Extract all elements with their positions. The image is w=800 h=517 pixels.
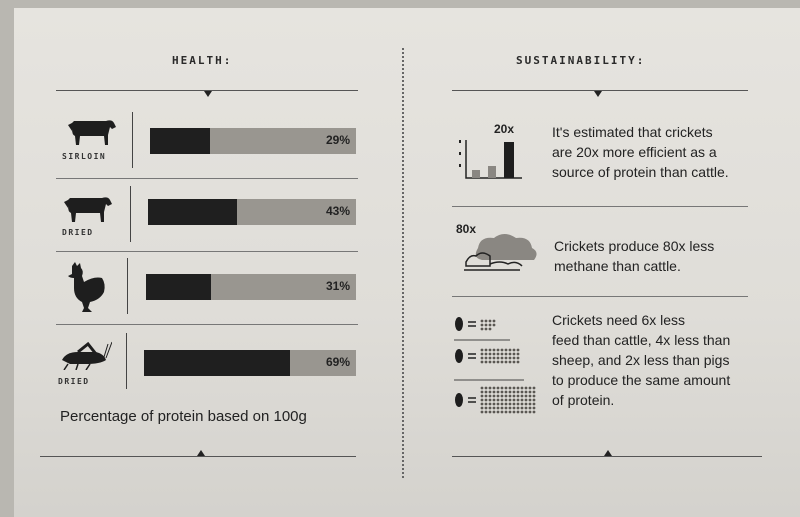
infographic-card xyxy=(14,8,800,517)
row-divider xyxy=(56,251,358,252)
sustainability-bottom-rule xyxy=(452,456,762,457)
row-divider xyxy=(452,296,748,297)
protein-bar: 29% xyxy=(150,128,356,154)
row-divider xyxy=(56,324,358,325)
health-bottom-rule xyxy=(40,456,356,457)
row-label: SIRLOIN xyxy=(62,152,107,161)
down-marker-icon xyxy=(594,91,602,97)
item-text: Crickets produce 80x less methane than c… xyxy=(554,236,714,276)
row-divider xyxy=(452,206,748,207)
protein-bar-fill xyxy=(144,350,291,376)
cow-icon xyxy=(64,197,112,222)
protein-percent: 69% xyxy=(325,355,350,369)
protein-bar: 69% xyxy=(144,350,356,376)
row-label: DRIED xyxy=(62,228,94,237)
rooster-icon xyxy=(68,262,105,312)
text-line: It's estimated that crickets xyxy=(552,124,713,140)
up-marker-icon xyxy=(604,450,612,456)
down-marker-icon xyxy=(204,91,212,97)
protein-bar-fill xyxy=(150,128,210,154)
multiplier-label: 20x xyxy=(494,122,515,136)
multiplier-label: 80x xyxy=(456,222,477,236)
row-separator xyxy=(132,112,133,168)
protein-percent: 29% xyxy=(325,133,350,147)
cloud-icon xyxy=(464,234,537,271)
row-separator xyxy=(130,186,131,242)
row-label: DRIED xyxy=(58,377,90,386)
text-line: Crickets produce 80x less xyxy=(554,238,715,254)
protein-bar: 31% xyxy=(146,274,356,300)
protein-bar: 43% xyxy=(148,199,356,225)
text-line: of protein. xyxy=(552,392,615,408)
bar-chart-icon xyxy=(459,140,522,179)
row-divider xyxy=(56,178,358,179)
sustainability-top-rule xyxy=(452,90,748,91)
sustainability-heading: SUSTAINABILITY: xyxy=(516,54,646,67)
text-line: methane than cattle. xyxy=(554,258,681,274)
protein-caption: Percentage of protein based on 100g xyxy=(60,408,307,425)
row-separator xyxy=(127,258,128,314)
text-line: are 20x more efficient as a xyxy=(552,144,717,160)
column-divider xyxy=(402,48,404,478)
health-heading: HEALTH: xyxy=(172,54,233,67)
text-line: feed than cattle, 4x less than xyxy=(552,332,731,348)
text-line: to produce the same amount xyxy=(552,372,731,388)
item-text: Crickets need 6x less feed than cattle, … xyxy=(552,310,730,410)
feed-comparison-icon xyxy=(454,317,536,414)
cow-icon xyxy=(68,120,116,145)
cricket-icon xyxy=(62,341,112,370)
text-line: source of protein than cattle. xyxy=(552,164,729,180)
text-line: Crickets need 6x less xyxy=(552,312,686,328)
protein-bar-fill xyxy=(146,274,212,300)
item-text: It's estimated that crickets are 20x mor… xyxy=(552,122,729,182)
protein-percent: 31% xyxy=(325,279,350,293)
row-separator xyxy=(126,333,127,389)
text-line: sheep, and 2x less than pigs xyxy=(552,352,730,368)
health-top-rule xyxy=(56,90,358,91)
protein-bar-fill xyxy=(148,199,238,225)
up-marker-icon xyxy=(197,450,205,456)
protein-percent: 43% xyxy=(325,204,350,218)
